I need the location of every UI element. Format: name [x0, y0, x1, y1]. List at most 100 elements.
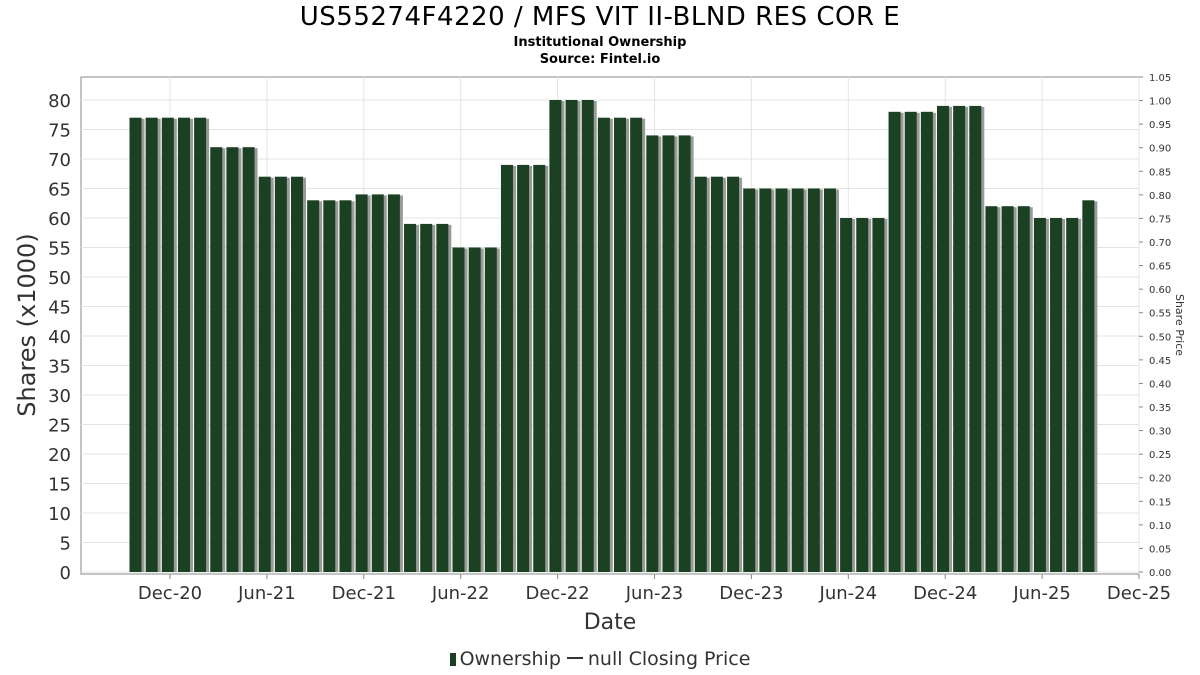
legend: Ownership null Closing Price	[0, 648, 1200, 670]
x-tick-label: Dec-25	[1107, 583, 1171, 604]
y-tick-label: 10	[48, 504, 71, 525]
ownership-bar	[226, 147, 239, 572]
ownership-bar	[129, 117, 142, 572]
ownership-bar	[177, 117, 190, 572]
y2-tick-label: 0.40	[1149, 379, 1171, 390]
ownership-bar	[856, 218, 869, 572]
y-tick-label: 35	[48, 357, 71, 378]
ownership-bar	[420, 223, 433, 572]
y2-tick-label: 0.05	[1149, 544, 1171, 555]
y2-tick-label: 0.10	[1149, 521, 1171, 532]
ownership-bar	[678, 135, 691, 572]
y2-tick-label: 0.45	[1149, 356, 1171, 367]
ownership-bar	[1001, 206, 1014, 572]
ownership-bar	[468, 247, 481, 572]
y-axis-label: Shares (x1000)	[13, 233, 41, 416]
ownership-bar	[904, 111, 917, 573]
ownership-bar	[549, 100, 562, 572]
ownership-bar	[727, 176, 740, 572]
ownership-bar	[274, 176, 287, 572]
y-tick-label: 25	[48, 416, 71, 437]
y-tick-label: 30	[48, 386, 71, 407]
chart-title: US55274F4220 / MFS VIT II-BLND RES COR E	[299, 2, 901, 32]
ownership-bar	[210, 147, 223, 572]
y-tick-label: 80	[48, 91, 71, 112]
y-tick-label: 60	[48, 209, 71, 230]
ownership-bar	[194, 117, 207, 572]
ownership-bar	[533, 164, 546, 572]
ownership-bar	[710, 176, 723, 572]
ownership-bar	[307, 200, 320, 573]
x-tick-label: Dec-23	[719, 583, 783, 604]
y-tick-label: 65	[48, 180, 71, 201]
x-tick-label: Dec-20	[138, 583, 202, 604]
y-tick-label: 70	[48, 150, 71, 171]
ownership-bar	[258, 176, 271, 572]
ownership-bar	[500, 164, 513, 572]
ownership-bar	[355, 194, 368, 572]
ownership-bar	[339, 200, 352, 573]
ownership-bar	[1033, 218, 1046, 572]
y2-tick-label: 0.65	[1149, 262, 1171, 273]
y2-tick-label: 0.35	[1149, 403, 1171, 414]
y2-tick-label: 0.25	[1149, 450, 1171, 461]
y-tick-label: 75	[48, 121, 71, 142]
ownership-bar	[1017, 206, 1030, 572]
ownership-legend-label: Ownership	[459, 648, 561, 670]
y2-axis-label: Share Price	[1173, 294, 1186, 356]
y2-tick-label: 0.15	[1149, 497, 1171, 508]
ownership-bar	[743, 188, 756, 572]
chart-subtitle: Institutional Ownership	[513, 35, 687, 50]
ownership-bar	[581, 100, 594, 572]
ownership-bar	[694, 176, 707, 572]
price-legend-label: null Closing Price	[587, 648, 751, 670]
chart-source: Source: Fintel.io	[539, 52, 661, 67]
ownership-bar	[630, 117, 643, 572]
ownership-bar	[840, 218, 853, 572]
x-tick-label: Jun-21	[237, 583, 296, 604]
y2-tick-label: 0.20	[1149, 474, 1171, 485]
ownership-bar	[565, 100, 578, 572]
x-tick-label: Jun-24	[819, 583, 878, 604]
ownership-bar	[937, 105, 949, 573]
y-tick-label: 55	[48, 239, 71, 260]
y2-tick-label: 0.55	[1149, 309, 1171, 320]
ownership-bar	[387, 194, 400, 572]
ownership-bar	[1066, 218, 1079, 572]
ownership-bar	[969, 105, 982, 573]
x-tick-label: Dec-21	[332, 583, 396, 604]
ownership-bar	[404, 223, 417, 572]
x-tick-label: Dec-24	[913, 583, 977, 604]
ownership-bar	[323, 200, 336, 573]
ownership-bar	[242, 147, 255, 572]
ownership-bar	[517, 164, 530, 572]
x-axis-label: Date	[584, 610, 637, 635]
ownership-bar	[452, 247, 465, 572]
y2-tick-label: 0.30	[1149, 427, 1171, 438]
x-tick-label: Jun-23	[625, 583, 684, 604]
y2-tick-label: 0.50	[1149, 332, 1171, 343]
ownership-bar	[920, 111, 933, 573]
ownership-bar	[484, 247, 497, 572]
ownership-bar	[161, 117, 174, 572]
y-tick-label: 20	[48, 445, 71, 466]
y2-tick-label: 0.85	[1149, 167, 1171, 178]
price-legend-line	[566, 657, 583, 659]
y2-tick-label: 1.00	[1149, 97, 1171, 108]
y2-tick-label: 0.75	[1149, 214, 1171, 225]
ownership-bar	[291, 176, 303, 572]
y2-tick-label: 0.60	[1149, 285, 1171, 296]
ownership-bar	[662, 135, 675, 572]
x-tick-label: Dec-22	[525, 583, 589, 604]
ownership-bar	[1050, 218, 1063, 572]
y2-tick-label: 1.05	[1149, 73, 1171, 84]
y2-tick-label: 0.70	[1149, 238, 1171, 249]
x-tick-label: Jun-25	[1012, 583, 1071, 604]
ownership-bar	[807, 188, 820, 572]
ownership-bar	[371, 194, 384, 572]
ownership-bar	[145, 117, 158, 572]
ownership-bar	[791, 188, 804, 572]
ownership-bar	[436, 223, 449, 572]
ownership-bar	[614, 117, 626, 572]
